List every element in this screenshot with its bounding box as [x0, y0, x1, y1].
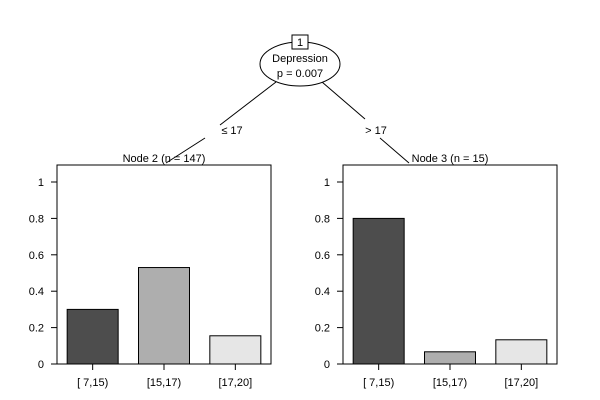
y-tick-label: 1 — [324, 177, 330, 189]
x-tick-label: [ 7,15) — [363, 377, 394, 389]
y-tick-label: 0.8 — [315, 213, 330, 225]
root-node: 1 Depression p = 0.007 — [259, 34, 341, 87]
y-tick-label: 0.4 — [29, 286, 44, 298]
y-tick-label: 0.2 — [315, 323, 330, 335]
bar — [66, 308, 119, 365]
root-node-variable: Depression — [272, 53, 328, 65]
bar — [495, 339, 548, 365]
bar — [352, 217, 405, 365]
y-tick-label: 0.6 — [315, 250, 330, 262]
y-tick-label: 0 — [324, 359, 330, 371]
bar — [138, 267, 190, 365]
root-node-id: 1 — [297, 37, 303, 49]
x-tick-label: [ 7,15) — [77, 377, 108, 389]
edge-label-right: > 17 — [365, 125, 387, 137]
edge-left-lower — [165, 137, 206, 164]
edge-right-lower — [379, 137, 410, 164]
edge-label-left: ≤ 17 — [221, 125, 242, 137]
y-tick-label: 0.2 — [29, 323, 44, 335]
bar — [424, 351, 476, 365]
x-tick-label: [15,17) — [433, 377, 467, 389]
node-2-title: Node 2 (n = 147) — [123, 153, 206, 165]
node-3-title: Node 3 (n = 15) — [412, 153, 489, 165]
x-tick-label: [17,20] — [505, 377, 539, 389]
terminal-node-3-panel: Node 3 (n = 15) 0 0.2 0.4 0.6 0.8 1 [ 7,15) [15… — [315, 153, 558, 389]
y-tick-label: 0.4 — [315, 286, 330, 298]
x-tick-label: [15,17) — [147, 377, 181, 389]
edge-left-upper — [219, 81, 277, 126]
bar — [209, 335, 262, 365]
root-node-id-box — [291, 34, 309, 50]
y-tick-label: 0.6 — [29, 250, 44, 262]
x-tick-label: [17,20] — [219, 377, 253, 389]
y-tick-label: 0 — [38, 359, 44, 371]
y-tick-label: 0.8 — [29, 213, 44, 225]
y-tick-label: 1 — [38, 177, 44, 189]
terminal-node-2-panel: Node 2 (n = 147) 0 0.2 0.4 0.6 0.8 1 [ 7,15) [1… — [29, 153, 272, 389]
root-node-pvalue: p = 0.007 — [277, 68, 323, 80]
edge-right-upper — [321, 81, 366, 120]
